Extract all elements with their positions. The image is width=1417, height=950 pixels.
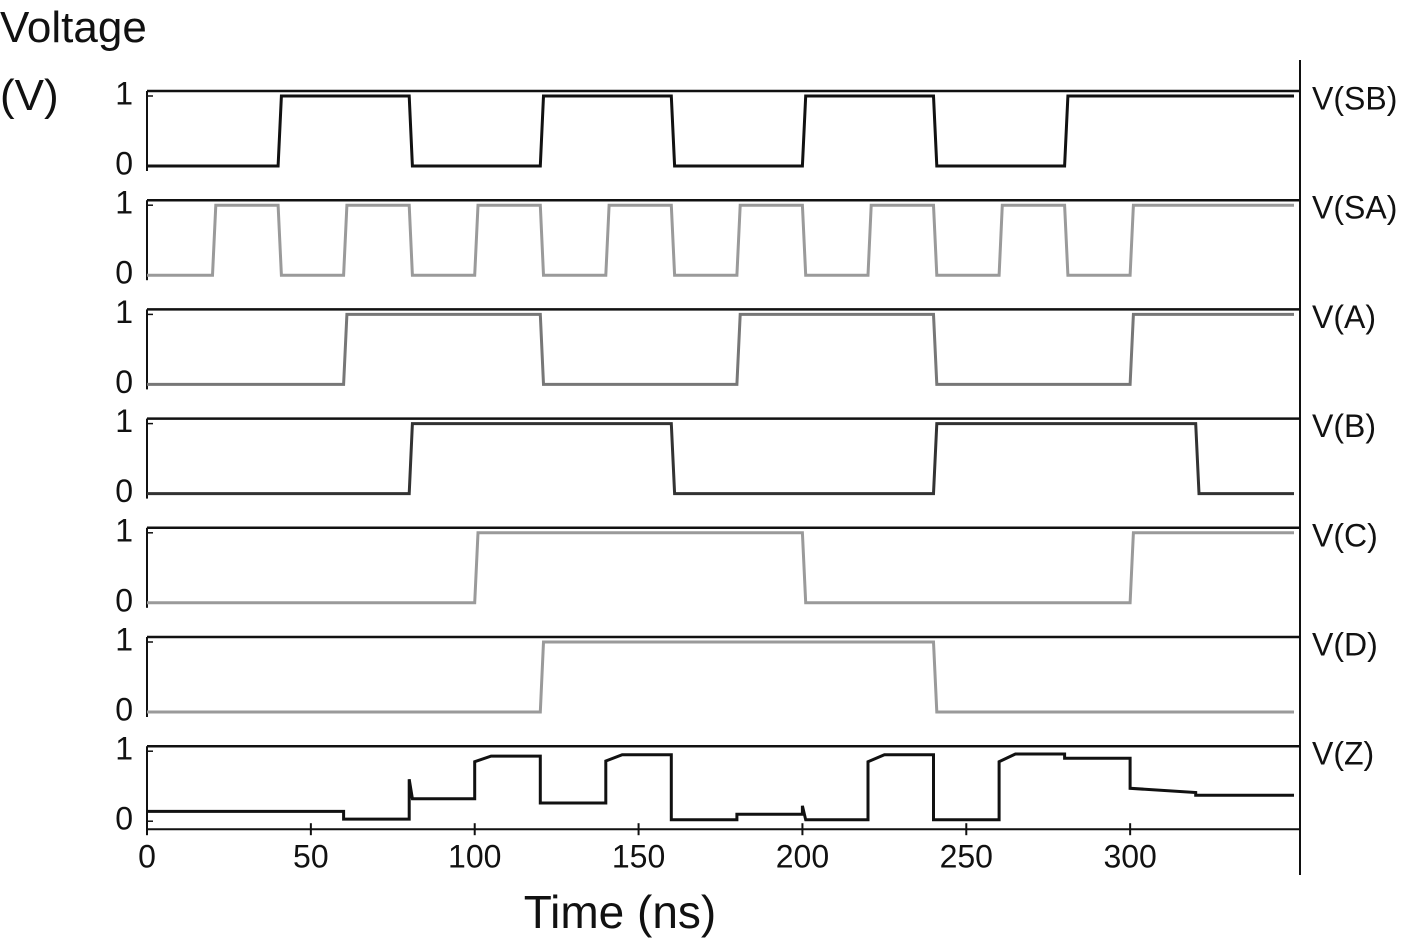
- waveform: [147, 203, 1294, 277]
- x-tick-label: 300: [1103, 839, 1156, 875]
- x-tick-label: 200: [776, 839, 829, 875]
- legend-label: V(B): [1312, 408, 1376, 444]
- y-tick-label: 1: [115, 731, 133, 767]
- y-tick-label: 0: [115, 691, 133, 727]
- waveform: [147, 94, 1294, 168]
- x-axis-label: Time (ns): [524, 886, 717, 938]
- x-tick-label: 250: [940, 839, 993, 875]
- y-tick-label: 0: [115, 255, 133, 291]
- legend-label: V(A): [1312, 299, 1376, 335]
- y-tick-label: 0: [115, 801, 133, 837]
- y-tick-label: 0: [115, 582, 133, 618]
- legend-label: V(D): [1312, 626, 1378, 662]
- waveform: [147, 752, 1294, 822]
- waveform: [147, 312, 1294, 386]
- y-tick-label: 1: [115, 512, 133, 548]
- y-tick-label: 1: [115, 294, 133, 330]
- legend-label: V(SB): [1312, 80, 1397, 116]
- y-tick-label: 1: [115, 621, 133, 657]
- y-tick-label: 0: [115, 473, 133, 509]
- legend-label: V(SA): [1312, 190, 1397, 226]
- y-tick-label: 0: [115, 145, 133, 181]
- y-tick-label: 0: [115, 364, 133, 400]
- waveform: [147, 531, 1294, 605]
- legend-label: V(Z): [1312, 736, 1374, 772]
- y-tick-label: 1: [115, 185, 133, 221]
- x-tick-label: 150: [612, 839, 665, 875]
- x-tick-label: 0: [138, 839, 156, 875]
- y-axis-label: Voltage (V): [0, 3, 147, 120]
- waveform: [147, 640, 1294, 714]
- legend-label: V(C): [1312, 517, 1378, 553]
- waveform: [147, 422, 1294, 496]
- y-tick-label: 1: [115, 403, 133, 439]
- x-tick-label: 100: [448, 839, 501, 875]
- y-tick-label: 1: [115, 75, 133, 111]
- x-tick-label: 50: [293, 839, 329, 875]
